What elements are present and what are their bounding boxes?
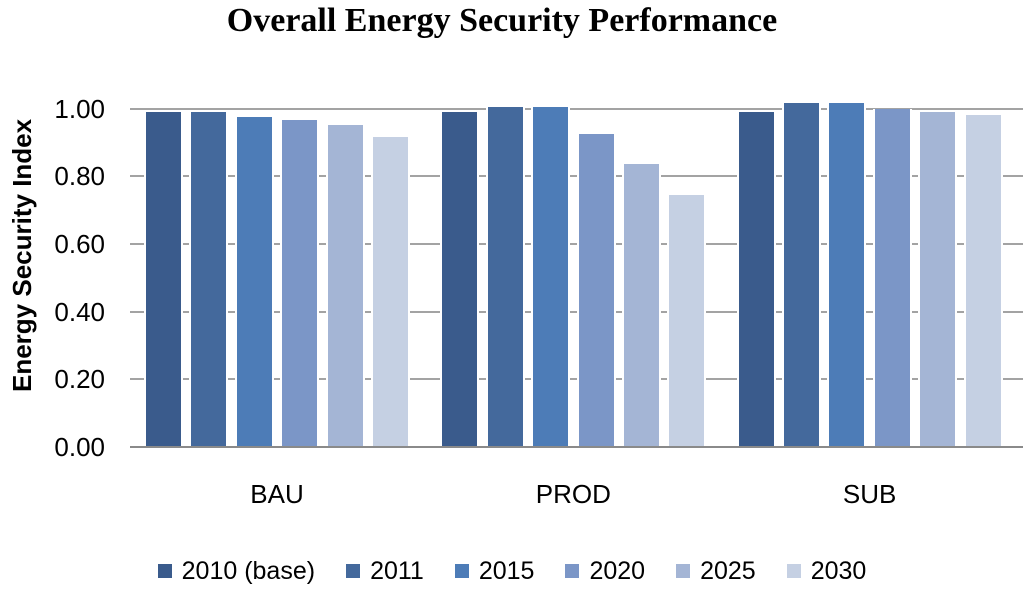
bar-prod-2025 bbox=[621, 164, 661, 447]
chart-title: Overall Energy Security Performance bbox=[226, 2, 778, 39]
legend-item: 2030 bbox=[786, 557, 867, 585]
bar-sub-2011 bbox=[782, 103, 821, 447]
legend-swatch-icon bbox=[676, 564, 691, 578]
y-tick-label: 0.60 bbox=[54, 228, 105, 259]
bar-sub-2030 bbox=[963, 115, 1003, 447]
legend-label: 2011 bbox=[370, 557, 424, 585]
bar-prod-2015 bbox=[531, 106, 571, 447]
legend-label: 2025 bbox=[700, 557, 756, 585]
bar-sub-2010 bbox=[736, 111, 776, 447]
gridline bbox=[130, 107, 1023, 110]
x-category-label-bau: BAU bbox=[250, 479, 304, 509]
bar-bau-2015 bbox=[234, 117, 274, 447]
bar-prod-2030 bbox=[667, 194, 707, 447]
plot-area bbox=[130, 95, 1023, 448]
legend-label: 2010 (base) bbox=[181, 557, 316, 585]
bar-prod-2010 bbox=[440, 111, 480, 447]
y-axis-tick-labels: 0.00 0.20 0.40 0.60 0.80 1.00 bbox=[0, 93, 105, 461]
bar-bau-2010 bbox=[144, 111, 183, 447]
legend-swatch-icon bbox=[157, 564, 172, 578]
y-tick-label: 1.00 bbox=[54, 93, 105, 124]
bar-bau-2030 bbox=[371, 137, 410, 447]
legend-label: 2030 bbox=[810, 557, 867, 585]
legend-label: 2020 bbox=[589, 557, 646, 585]
legend-item: 2011 bbox=[346, 557, 424, 585]
legend-item: 2015 bbox=[454, 557, 535, 585]
legend-item: 2010 (base) bbox=[157, 557, 316, 585]
bar-prod-2020 bbox=[576, 133, 616, 447]
bar-prod-2011 bbox=[485, 106, 525, 447]
bar-sub-2015 bbox=[827, 103, 867, 447]
y-tick-label: 0.20 bbox=[54, 364, 105, 395]
bar-bau-2011 bbox=[189, 111, 229, 447]
legend-swatch-icon bbox=[346, 564, 361, 578]
bar-bau-2025 bbox=[325, 125, 365, 447]
bar-bau-2020 bbox=[280, 120, 320, 447]
legend: 2010 (base) 2011 2015 2020 2025 2030 bbox=[0, 555, 1024, 587]
y-tick-label: 0.40 bbox=[54, 296, 105, 327]
legend-label: 2015 bbox=[478, 557, 535, 585]
legend-item: 2025 bbox=[676, 557, 756, 585]
legend-swatch-icon bbox=[454, 564, 469, 578]
legend-swatch-icon bbox=[565, 564, 580, 578]
legend-swatch-icon bbox=[786, 564, 801, 578]
x-axis-line bbox=[130, 446, 1023, 448]
legend-item: 2020 bbox=[565, 557, 645, 585]
x-category-label-prod: PROD bbox=[535, 479, 611, 509]
y-tick-label: 0.00 bbox=[54, 432, 105, 462]
bar-sub-2025 bbox=[918, 111, 958, 447]
x-category-label-sub: SUB bbox=[842, 479, 897, 509]
y-tick-label: 0.80 bbox=[54, 161, 105, 192]
bar-sub-2020 bbox=[872, 108, 912, 447]
